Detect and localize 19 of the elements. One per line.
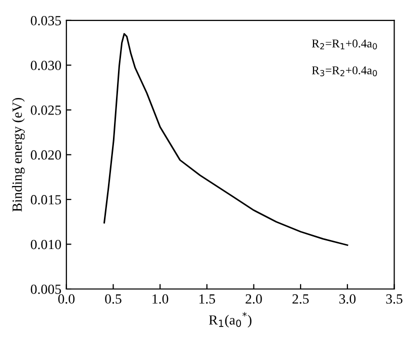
y-tick-label: 0.015	[30, 195, 61, 204]
annotation: R$_{3}$=R$_{2}$+0.4a$_{0}$	[312, 66, 377, 76]
y-axis-title: Binding energy (eV)	[12, 98, 25, 212]
x-tick-label: 2.0	[246, 294, 262, 304]
x-tick-label: 1.5	[199, 294, 216, 304]
y-tick-label: 0.010	[30, 240, 62, 250]
x-tick-label: 3.0	[339, 294, 356, 304]
x-tick-label: 0.0	[58, 294, 75, 304]
x-axis-title: R$_{1}$(a$_{0}$$^{*}$)	[208, 312, 252, 328]
x-tick-label: 2.5	[292, 294, 309, 304]
x-tick-label: 1.0	[152, 294, 168, 304]
y-tick-label: 0.025	[30, 106, 61, 115]
y-tick-label: 0.035	[30, 16, 61, 26]
x-tick-label: 3.5	[386, 294, 402, 304]
y-tick-label: 0.030	[30, 60, 62, 70]
annotation: R$_{2}$=R$_{1}$+0.4a$_{0}$	[312, 39, 377, 50]
y-tick-label: 0.020	[30, 150, 62, 160]
x-tick-label: 0.5	[105, 294, 122, 304]
y-tick-label: 0.005	[30, 284, 61, 294]
